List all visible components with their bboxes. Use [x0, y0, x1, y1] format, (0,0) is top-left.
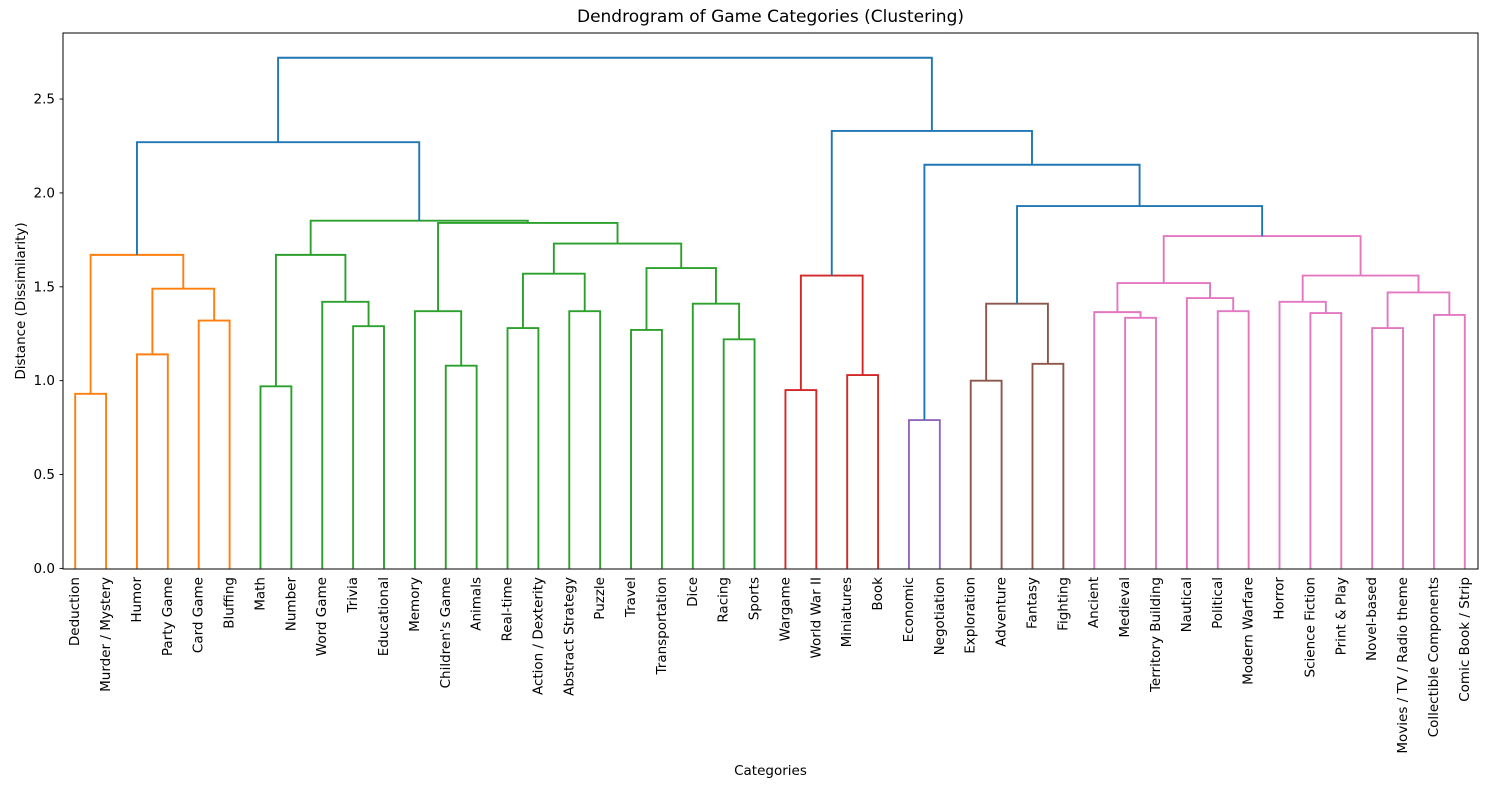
dendrogram-link	[352, 325, 385, 569]
leaf-label: Nautical	[1179, 577, 1195, 632]
dendrogram-link	[1031, 362, 1065, 569]
y-tick-label: 2.0	[34, 185, 55, 201]
dendrogram-link	[197, 319, 231, 569]
dendrogram-link	[691, 302, 741, 569]
leaf-label: Miniatures	[839, 577, 855, 647]
leaf-label: Fantasy	[1024, 577, 1040, 629]
leaf-label: Murder / Mystery	[98, 577, 114, 692]
leaf-label: Party Game	[160, 577, 176, 656]
dendrogram-link	[985, 302, 1049, 381]
leaf-label: Children's Game	[438, 577, 454, 688]
dendrogram-link	[437, 222, 619, 312]
dendrogram-link	[630, 329, 663, 569]
dendrogram-link	[1386, 291, 1451, 329]
dendrogram-link	[506, 327, 540, 569]
dendrogram-link	[722, 338, 756, 569]
dendrogram-link	[136, 353, 169, 569]
leaf-label: Political	[1210, 577, 1226, 629]
leaf-label: Wargame	[777, 577, 793, 641]
dendrogram-link	[1301, 274, 1420, 302]
leaf-label: Science Fiction	[1302, 577, 1318, 677]
leaf-label: Trivia	[345, 577, 361, 614]
leaf-label: Novel-based	[1364, 577, 1380, 661]
leaf-label: Transportation	[654, 577, 670, 675]
leaf-label: Dice	[685, 577, 701, 607]
leaf-label: Exploration	[963, 577, 979, 654]
dendrogram-link	[645, 267, 717, 330]
dendrogram-link	[321, 300, 370, 569]
dendrogram-link	[274, 253, 347, 387]
dendrogram-link	[568, 310, 602, 569]
leaf-label: Comic Book / Strip	[1457, 577, 1473, 702]
leaf-label: Adventure	[994, 577, 1010, 647]
leaf-label: Modern Warfare	[1241, 577, 1257, 685]
leaf-label: Travel	[623, 577, 639, 618]
dendrogram-link	[1016, 205, 1264, 304]
leaf-label: World War II	[808, 577, 824, 659]
leaf-label: Movies / TV / Radio theme	[1395, 577, 1411, 754]
chart-title: Dendrogram of Game Categories (Clusterin…	[576, 7, 965, 27]
dendrogram-link	[784, 389, 818, 569]
y-tick-label: 1.5	[34, 279, 55, 295]
leaf-label: Card Game	[191, 577, 207, 653]
axes-box	[62, 32, 1479, 570]
dendrogram-link	[522, 272, 586, 329]
y-tick-label: 0.0	[34, 561, 55, 577]
dendrogram-link	[552, 242, 683, 274]
y-tick-label: 0.5	[34, 467, 55, 483]
leaf-label: Puzzle	[592, 577, 608, 620]
leaf-label: Abstract Strategy	[561, 577, 577, 696]
dendrogram-link	[830, 130, 1033, 276]
dendrogram-link	[1124, 316, 1157, 569]
leaf-label: Real-time	[500, 577, 516, 641]
dendrogram-link	[74, 392, 108, 569]
leaf-label: Print & Play	[1333, 577, 1349, 655]
dendrogram-link	[444, 364, 478, 569]
dendrogram-link	[309, 219, 529, 255]
leaf-label: Territory Building	[1148, 577, 1164, 693]
leaf-label: Educational	[376, 577, 392, 656]
dendrogram-link	[1309, 312, 1343, 569]
leaf-label: Number	[283, 577, 299, 632]
dendrogram-link	[1185, 297, 1235, 569]
dendrogram-link	[1216, 310, 1250, 569]
leaf-label: Book	[870, 577, 886, 611]
leaf-label: Collectible Components	[1426, 577, 1442, 737]
dendrogram-link	[1432, 314, 1466, 569]
leaf-label: Bluffing	[222, 577, 238, 629]
dendrogram-link	[1093, 311, 1142, 569]
leaf-label: Action / Dexterity	[530, 577, 546, 695]
dendrogram-link	[259, 385, 293, 569]
x-axis-label: Categories	[734, 763, 807, 779]
leaf-label: Economic	[901, 577, 917, 642]
dendrogram-link	[277, 56, 933, 143]
dendrogram-link	[1278, 300, 1327, 569]
dendrogram-link	[136, 141, 421, 255]
dendrogram-link	[969, 379, 1003, 569]
leaf-label: Animals	[469, 577, 485, 631]
leaf-label: Sports	[747, 577, 763, 620]
dendrogram-link	[846, 374, 880, 569]
leaf-label: Fighting	[1055, 577, 1071, 631]
leaf-label: Memory	[407, 577, 423, 632]
leaf-label: Horror	[1272, 577, 1288, 620]
y-tick-label: 2.5	[34, 92, 55, 108]
leaf-label: Ancient	[1086, 577, 1102, 628]
dendrogram-link	[799, 274, 864, 391]
leaf-label: Math	[252, 577, 268, 611]
dendrogram-link	[1371, 327, 1404, 569]
leaf-label: Medieval	[1117, 577, 1133, 638]
leaf-label: Deduction	[67, 577, 83, 646]
leaf-label: Word Game	[314, 577, 330, 656]
leaf-label: Negotiation	[932, 577, 948, 655]
y-tick-label: 1.0	[34, 373, 55, 389]
leaf-label: Racing	[716, 577, 732, 623]
leaf-label: Humor	[129, 577, 145, 623]
dendrogram-link	[908, 419, 941, 569]
dendrogram-link	[413, 310, 463, 569]
